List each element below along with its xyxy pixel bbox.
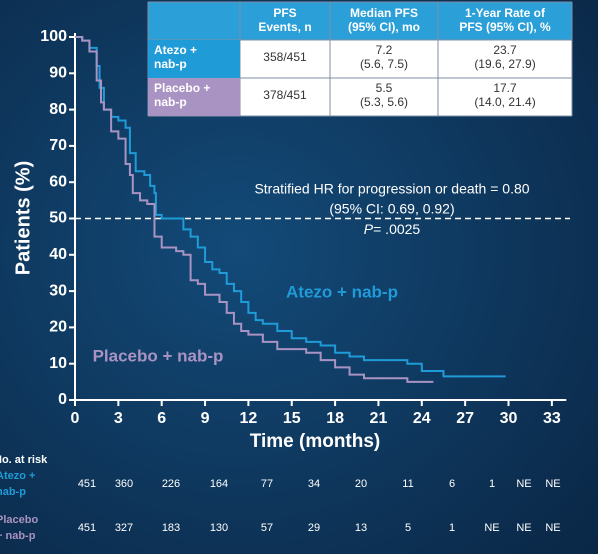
table-cell: (19.6, 27.9) (474, 57, 535, 71)
risk-value: 226 (162, 478, 180, 490)
risk-value: 34 (308, 478, 320, 490)
x-tick-label: 24 (413, 410, 431, 427)
table-header: 1-Year Rate of (465, 6, 546, 20)
row-label: nab-p (154, 57, 187, 71)
risk-value: 77 (261, 478, 273, 490)
y-tick-label: 100 (40, 28, 67, 45)
annotation-italic: P (364, 221, 374, 237)
table-header: Events, n (258, 20, 311, 34)
series-label: Atezo + nab-p (286, 282, 398, 301)
risk-value: 1 (489, 478, 495, 490)
risk-row-label: Atezo + (0, 470, 35, 482)
table-cell: 7.2 (376, 43, 393, 57)
table-header-bg (148, 2, 572, 40)
risk-value: 29 (308, 522, 320, 534)
risk-value: 6 (449, 478, 455, 490)
risk-value: NE (545, 522, 560, 534)
y-axis-label: Patients (%) (12, 161, 34, 275)
x-tick-label: 9 (201, 410, 210, 427)
y-tick-label: 0 (58, 391, 67, 408)
risk-value: 13 (355, 522, 367, 534)
annotation: P= .0025 (364, 221, 421, 237)
table-cell: 5.5 (376, 81, 393, 95)
row-label: Atezo + (154, 43, 197, 57)
x-tick-label: 30 (500, 410, 518, 427)
series-label: Placebo + nab-p (93, 346, 224, 365)
risk-value: 360 (115, 478, 133, 490)
annotation: Stratified HR for progression or death =… (254, 181, 529, 197)
risk-row-label: Placebo (0, 514, 38, 526)
risk-value: 451 (78, 478, 96, 490)
table-cell: 358/451 (263, 50, 307, 64)
row-label-bg (148, 40, 240, 78)
risk-value: NE (516, 522, 531, 534)
table-header: PFS (273, 6, 296, 20)
risk-value: 1 (449, 522, 455, 534)
y-tick-label: 70 (49, 137, 67, 154)
row-label: nab-p (154, 95, 187, 109)
risk-value: 130 (210, 522, 228, 534)
x-tick-label: 21 (370, 410, 388, 427)
risk-value: 183 (162, 522, 180, 534)
y-tick-label: 40 (49, 246, 67, 263)
x-tick-label: 3 (114, 410, 123, 427)
risk-value: 11 (402, 478, 413, 490)
y-tick-label: 10 (49, 355, 67, 372)
risk-title: No. at risk (0, 454, 48, 466)
y-tick-label: 30 (49, 282, 67, 299)
y-tick-label: 60 (49, 173, 67, 190)
survival-curve (75, 36, 506, 378)
table-cell: 23.7 (493, 43, 517, 57)
risk-value: NE (516, 478, 531, 490)
table-cell: (5.3, 5.6) (360, 95, 408, 109)
table-header: Median PFS (350, 6, 418, 20)
x-tick-label: 0 (71, 410, 80, 427)
y-tick-label: 20 (49, 319, 67, 336)
risk-value: 164 (210, 478, 228, 490)
annotation-text: = .0025 (373, 221, 420, 237)
x-tick-label: 6 (157, 410, 166, 427)
y-tick-label: 50 (49, 210, 67, 227)
y-tick-label: 80 (49, 101, 67, 118)
table-cell: (14.0, 21.4) (474, 95, 535, 109)
x-tick-label: 18 (326, 410, 344, 427)
table-header: (95% CI), mo (348, 20, 420, 34)
survival-curve (75, 36, 434, 383)
x-tick-label: 12 (240, 410, 258, 427)
annotation: (95% CI: 0.69, 0.92) (329, 201, 454, 217)
x-axis-label: Time (months) (250, 431, 381, 452)
risk-value: 57 (261, 522, 273, 534)
row-label: Placebo + (154, 81, 210, 95)
table-header: PFS (95% CI), % (459, 20, 551, 34)
table-cell: 378/451 (263, 88, 307, 102)
table-cell: 17.7 (493, 81, 517, 95)
table-cell: (5.6, 7.5) (360, 57, 408, 71)
x-tick-label: 33 (543, 410, 561, 427)
risk-row-label: + nab-p (0, 530, 36, 542)
risk-value: NE (545, 478, 560, 490)
risk-value: NE (484, 522, 499, 534)
risk-value: 5 (405, 522, 411, 534)
risk-value: 20 (355, 478, 367, 490)
y-tick-label: 90 (49, 65, 67, 82)
risk-value: 327 (115, 522, 133, 534)
x-tick-label: 27 (456, 410, 474, 427)
x-tick-label: 15 (283, 410, 301, 427)
risk-row-label: nab-p (0, 486, 26, 498)
row-label-bg (148, 78, 240, 116)
risk-value: 451 (78, 522, 96, 534)
